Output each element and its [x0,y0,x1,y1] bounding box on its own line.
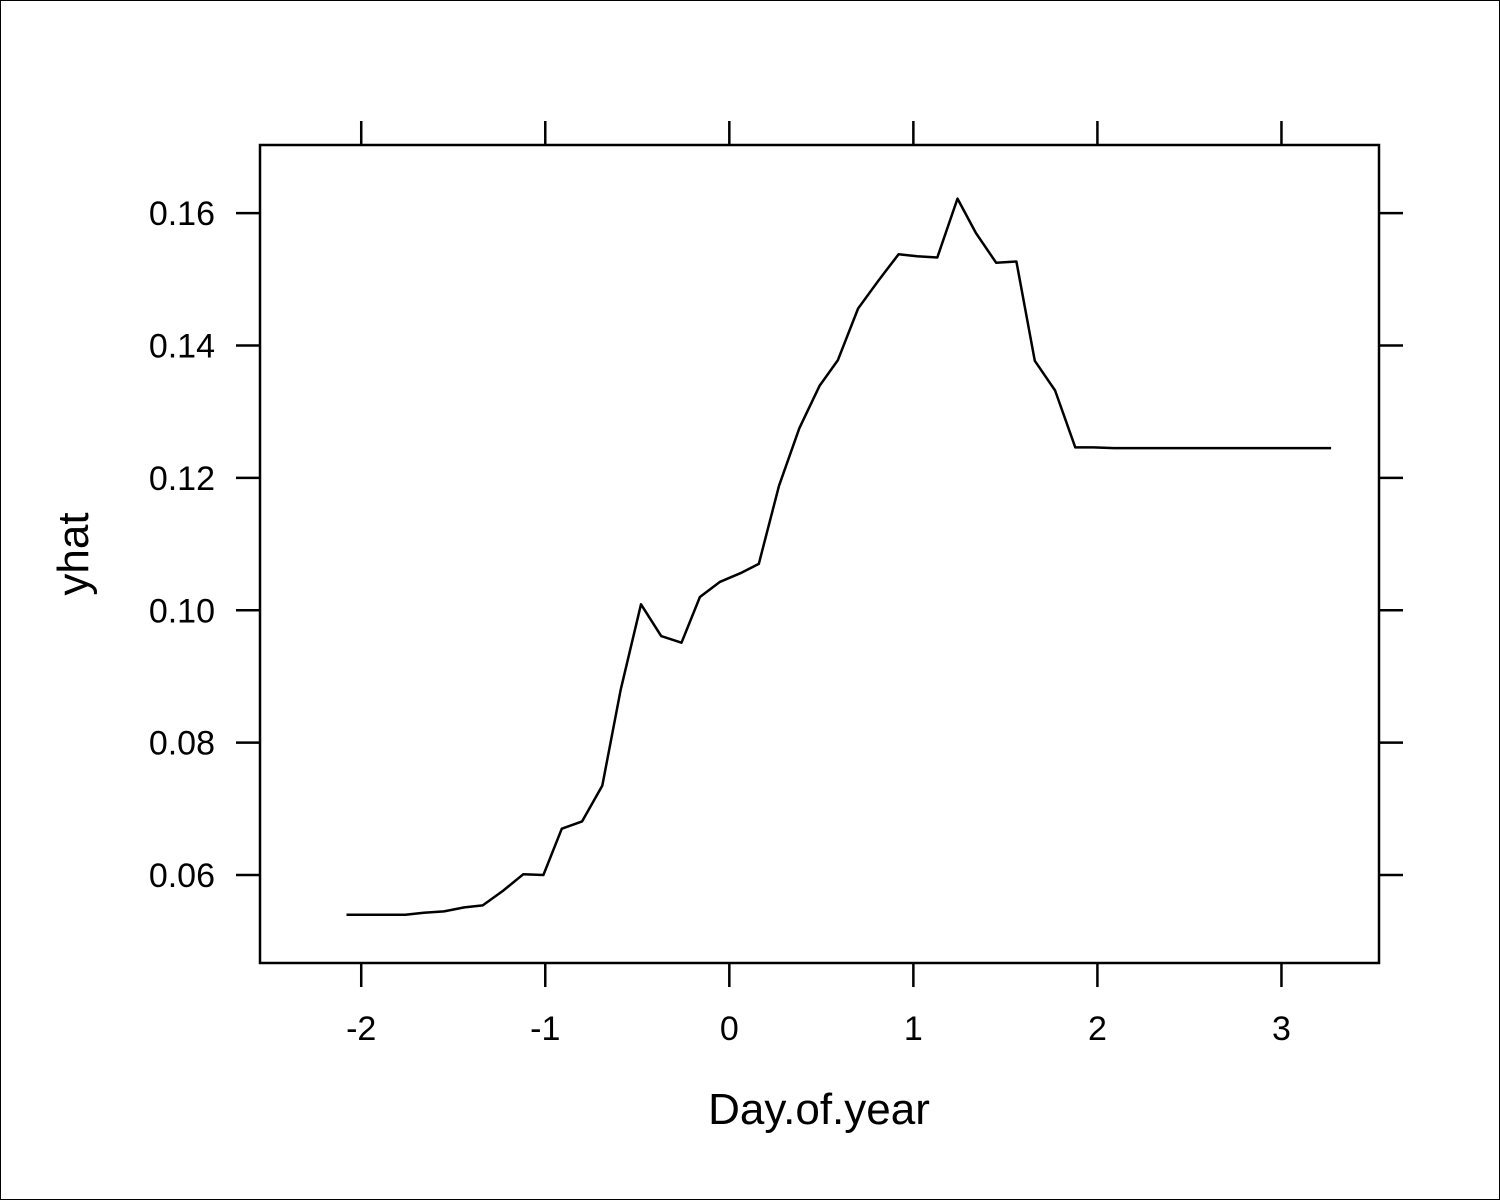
x-tick-label: 0 [720,1010,739,1048]
y-axis-title: yhat [49,512,98,595]
y-tick-label: 0.16 [149,195,215,233]
x-tick-label: 3 [1272,1010,1291,1048]
y-tick-label: 0.08 [149,725,215,763]
y-tick-label: 0.06 [149,857,215,895]
y-tick-label: 0.12 [149,460,215,498]
x-tick-label: 2 [1088,1010,1107,1048]
x-axis-title: Day.of.year [708,1085,930,1134]
y-axis: 0.06 0.08 0.10 0.12 0.14 0.16 [149,195,1403,895]
x-tick-label: -1 [530,1010,560,1048]
x-tick-label: 1 [904,1010,923,1048]
x-tick-label: -2 [346,1010,376,1048]
y-tick-label: 0.10 [149,592,215,630]
plot-panel [258,143,1381,965]
x-axis: -2 -1 0 1 2 3 [346,121,1291,1048]
series-line [346,197,1332,916]
y-tick-label: 0.14 [149,328,215,366]
